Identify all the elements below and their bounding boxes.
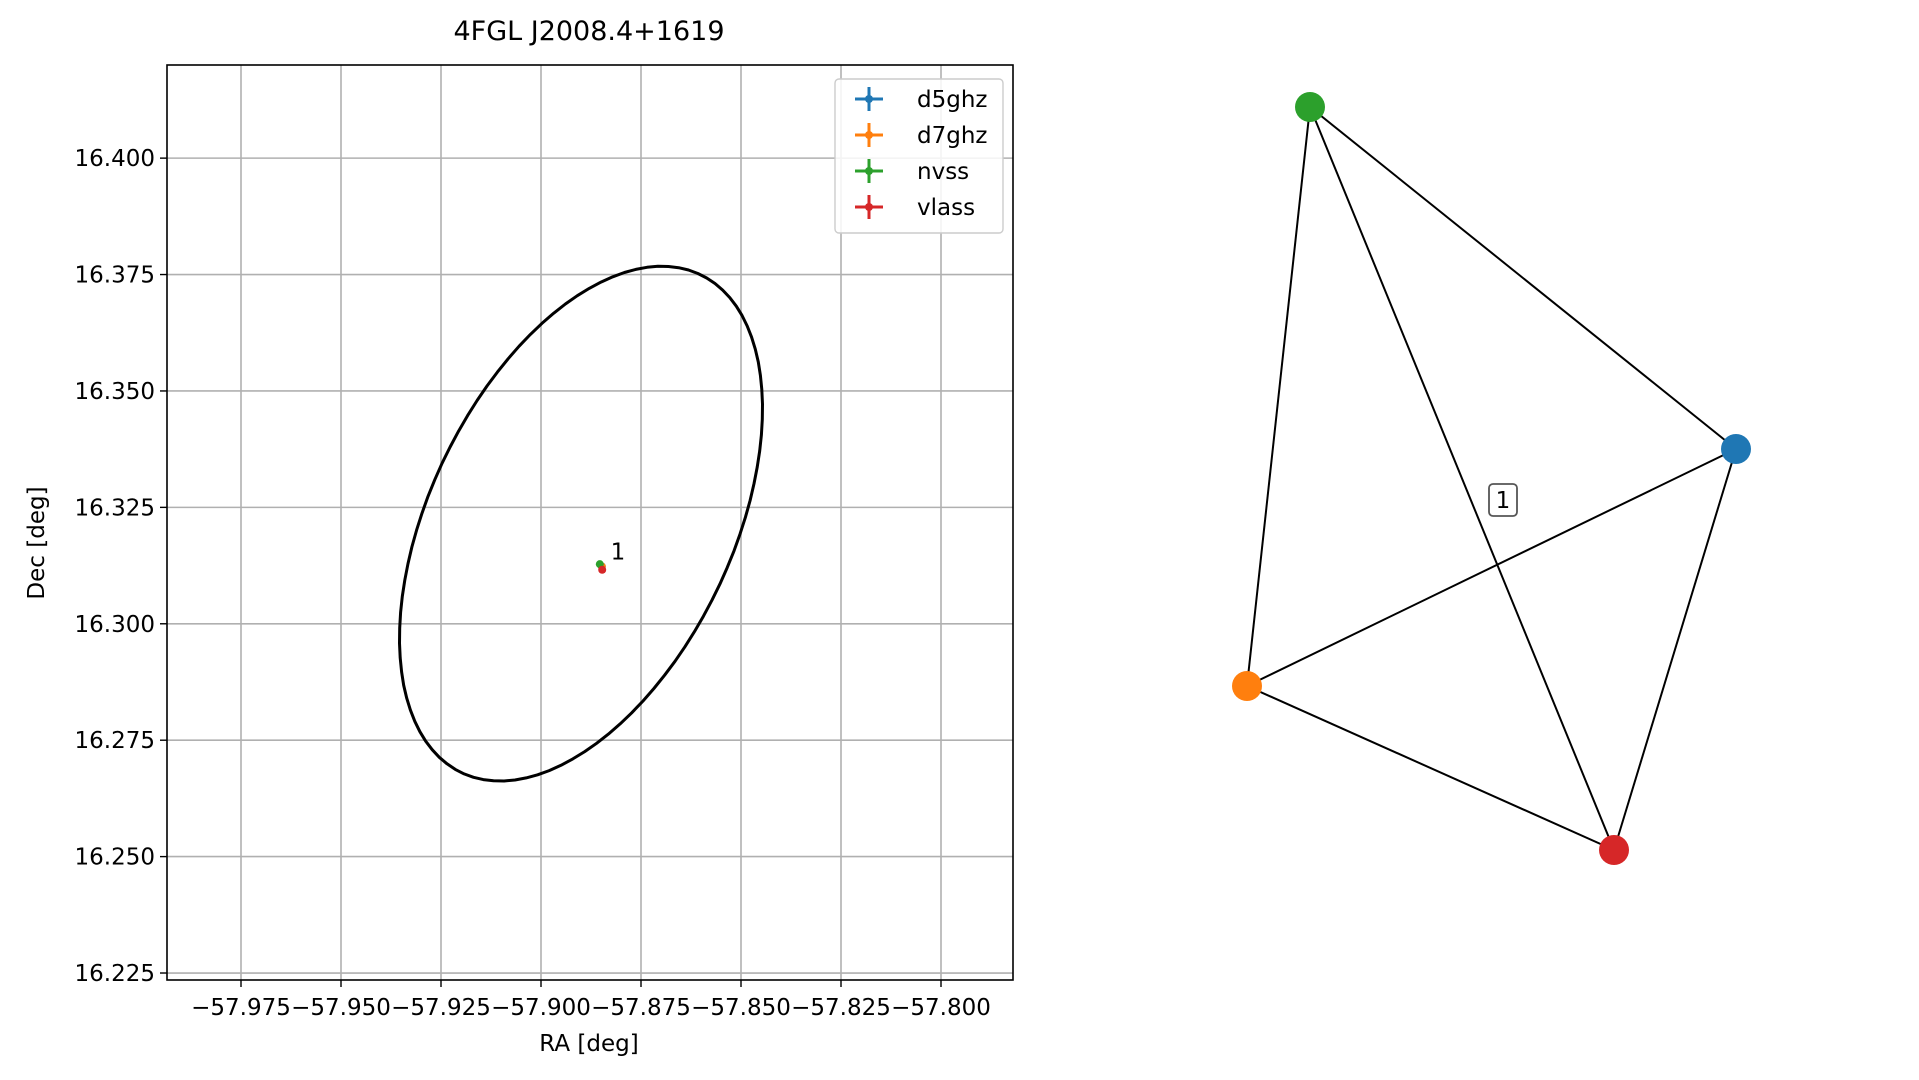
legend-label: nvss xyxy=(917,159,969,185)
edge-nvss-vlass xyxy=(1309,106,1615,851)
edge-d7ghz-d5ghz xyxy=(1246,448,1737,687)
network-graph-panel: 1 xyxy=(1232,92,1751,865)
legend-box xyxy=(834,78,1004,234)
edge-nvss-d7ghz xyxy=(1246,106,1311,687)
legend: d5ghz d7ghz nvss vlass xyxy=(834,78,1004,234)
x-tick-label: −57.875 xyxy=(591,995,691,1021)
axes-frame xyxy=(166,64,1014,981)
legend-marker-dot xyxy=(865,131,873,139)
y-axis-label: Dec [deg] xyxy=(24,486,50,599)
x-tick-label: −57.900 xyxy=(491,995,591,1021)
x-tick-label: −57.800 xyxy=(891,995,991,1021)
y-axis-ticks: 16.225 16.250 16.275 16.300 16.325 16.350 16.3… xyxy=(75,146,167,987)
x-tick-label: −57.825 xyxy=(791,995,891,1021)
legend-label: d7ghz xyxy=(917,123,987,149)
y-tick-label: 16.325 xyxy=(75,495,155,521)
y-tick-label: 16.225 xyxy=(75,961,155,987)
node-d7ghz xyxy=(1232,671,1262,701)
point-vlass xyxy=(598,565,607,574)
node-vlass xyxy=(1599,835,1629,865)
legend-marker-dot xyxy=(865,167,873,175)
x-tick-label: −57.975 xyxy=(191,995,291,1021)
graph-edges xyxy=(1246,106,1737,851)
scatter-plot-panel: 4FGL J2008.4+1619 −57.975 −57.950 −57.925−… xyxy=(24,16,1014,1057)
y-tick-label: 16.275 xyxy=(75,728,155,754)
graph-label: 1 xyxy=(1496,488,1511,514)
y-tick-label: 16.375 xyxy=(75,263,155,289)
legend-label: d5ghz xyxy=(917,87,987,113)
node-nvss xyxy=(1295,92,1325,122)
edge-nvss-d5ghz xyxy=(1309,106,1737,450)
legend-marker-dot xyxy=(865,203,873,211)
y-tick-label: 16.350 xyxy=(75,379,155,405)
y-tick-label: 16.250 xyxy=(75,845,155,871)
edge-d5ghz-vlass xyxy=(1613,448,1737,851)
node-d5ghz xyxy=(1721,434,1751,464)
point-annotation: 1 xyxy=(611,540,626,566)
y-tick-label: 16.400 xyxy=(75,146,155,172)
x-axis-ticks: −57.975 −57.950 −57.925 −57.900 −57.875 −57.8… xyxy=(191,980,991,1021)
legend-label: vlass xyxy=(917,195,975,221)
x-tick-label: −57.850 xyxy=(691,995,791,1021)
x-axis-label: RA [deg] xyxy=(539,1031,638,1057)
chart-title: 4FGL J2008.4+1619 xyxy=(453,16,724,47)
source-points: 1 xyxy=(595,540,626,574)
graph-label-box: 1 xyxy=(1488,483,1518,517)
x-tick-label: −57.925 xyxy=(391,995,491,1021)
y-tick-label: 16.300 xyxy=(75,612,155,638)
x-tick-label: −57.950 xyxy=(291,995,391,1021)
legend-marker-dot xyxy=(865,95,873,103)
edge-d7ghz-vlass xyxy=(1246,685,1615,851)
localization-ellipse xyxy=(398,264,764,783)
graph-nodes xyxy=(1232,92,1751,865)
